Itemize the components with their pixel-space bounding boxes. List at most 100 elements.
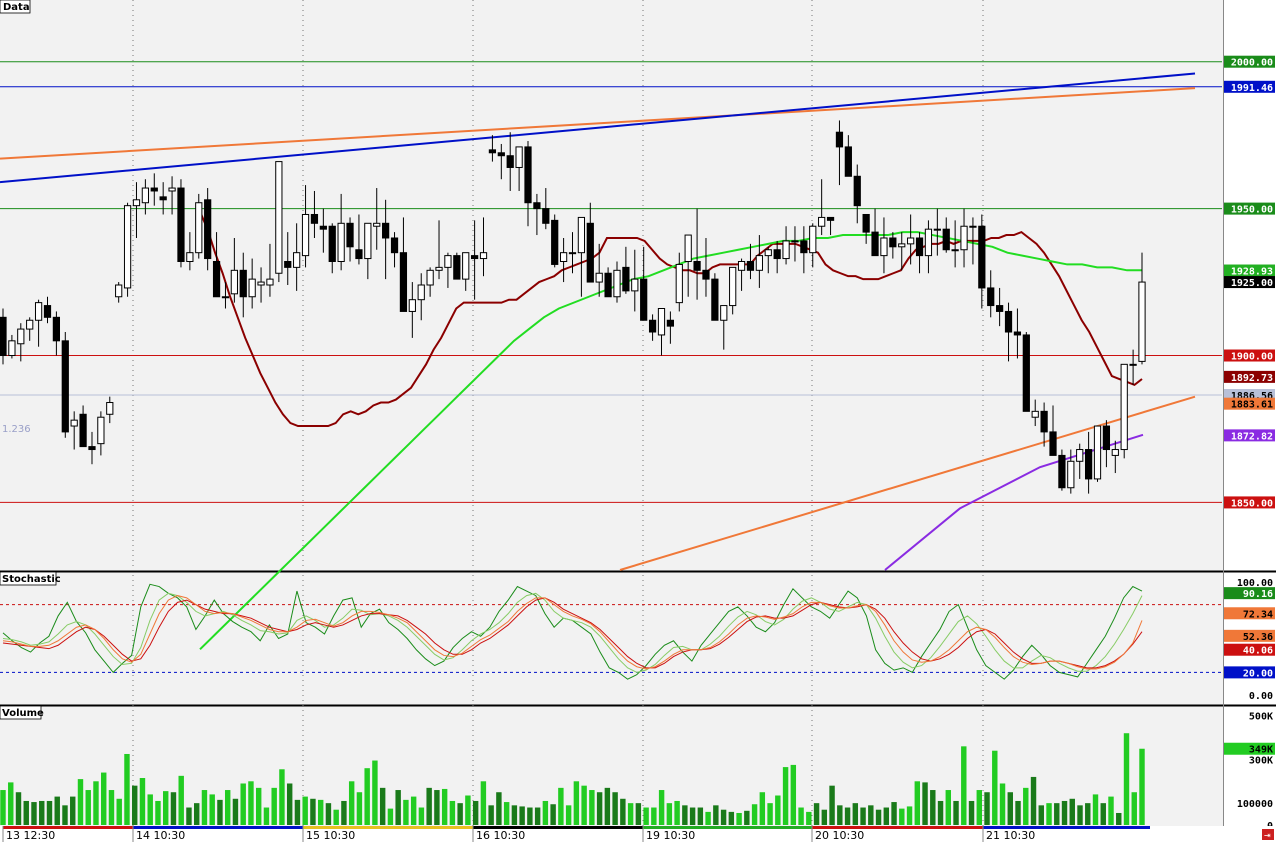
candle-body xyxy=(319,225,327,230)
candle-body xyxy=(293,252,301,268)
volume-bar xyxy=(1139,748,1145,825)
volume-bar xyxy=(426,787,432,825)
volume-bar xyxy=(937,800,944,825)
volume-bar xyxy=(860,807,866,825)
stochastic-axis-label: 40.06 xyxy=(1243,646,1273,657)
volume-bar xyxy=(775,795,781,825)
candle-body xyxy=(61,340,69,433)
volume-bar xyxy=(62,805,68,825)
volume-bar xyxy=(875,809,882,825)
volume-bar xyxy=(782,767,789,825)
candle-body xyxy=(97,416,105,445)
volume-bar xyxy=(627,803,634,825)
price-axis-label: 1991.46 xyxy=(1231,83,1273,94)
candle-body xyxy=(248,278,256,298)
volume-bar xyxy=(54,796,60,825)
price-axis-label: 1872.82 xyxy=(1231,431,1273,442)
price-panel-title: Data xyxy=(3,2,30,13)
candle-body xyxy=(613,269,621,298)
candle-body xyxy=(675,263,683,304)
candle-body xyxy=(284,260,292,268)
volume-panel-title: Volume xyxy=(2,708,44,719)
volume-bar xyxy=(790,764,797,825)
candle-body xyxy=(604,272,612,298)
candle-body xyxy=(328,225,336,262)
volume-bar xyxy=(1108,796,1114,825)
volume-bar xyxy=(1092,794,1099,825)
volume-bar xyxy=(8,782,14,825)
candle-body xyxy=(782,240,790,260)
volume-bar xyxy=(372,760,378,825)
volume-bar xyxy=(23,800,29,825)
candle-body xyxy=(195,202,203,254)
volume-bar xyxy=(550,804,556,825)
volume-bar xyxy=(294,799,301,825)
candle-body xyxy=(631,278,639,292)
volume-series xyxy=(0,733,1145,825)
candle-body xyxy=(942,228,950,251)
candle-body xyxy=(622,266,630,292)
price-axis-label-box xyxy=(1224,370,1275,383)
volume-bar xyxy=(1046,803,1052,825)
candle-body xyxy=(862,213,870,233)
time-axis-label: 19 10:30 xyxy=(646,829,695,842)
candle-body xyxy=(648,319,657,333)
corner-button[interactable] xyxy=(1262,829,1274,840)
volume-bar xyxy=(465,795,471,825)
candle-body xyxy=(693,260,701,271)
candle-body xyxy=(355,249,363,260)
candle-body xyxy=(524,146,532,204)
stochastic-series xyxy=(2,583,1143,680)
price-axis-label-box xyxy=(1224,429,1275,442)
price-axis-label: 1950.00 xyxy=(1231,205,1273,216)
volume-bar xyxy=(565,805,572,825)
candle-body xyxy=(773,249,781,260)
volume-bar xyxy=(589,790,595,825)
volume-bar xyxy=(868,805,874,825)
price-axis-label-box xyxy=(1224,496,1275,509)
volume-bar xyxy=(581,785,587,825)
volume-bar xyxy=(147,794,153,825)
session-segment xyxy=(643,826,812,829)
candle-body xyxy=(1102,425,1111,451)
horizontal-levels xyxy=(0,61,1222,503)
volume-bar xyxy=(1054,803,1060,825)
candle-body xyxy=(0,316,7,357)
candlestick-series[interactable] xyxy=(0,120,1146,494)
candle-body xyxy=(889,237,897,248)
candle-body xyxy=(417,284,425,301)
volume-bar xyxy=(124,753,130,825)
volume-bar xyxy=(333,809,339,825)
candle-body xyxy=(132,199,141,207)
volume-bar xyxy=(542,800,549,825)
candle-body xyxy=(471,255,479,260)
candle-body xyxy=(70,419,78,427)
time-axis-label: 15 10:30 xyxy=(306,829,355,842)
volume-bar xyxy=(767,803,773,825)
volume-bar xyxy=(1069,798,1075,825)
volume-bar xyxy=(341,800,347,825)
candle-body xyxy=(542,208,550,224)
candle-body xyxy=(1138,281,1146,362)
session-segment xyxy=(133,826,303,829)
candle-body xyxy=(1111,449,1119,456)
volume-bar xyxy=(596,792,603,825)
candle-body xyxy=(915,237,924,257)
candle-body xyxy=(212,260,221,298)
volume-bar xyxy=(837,805,843,825)
volume-panel-title-box xyxy=(0,705,42,720)
candle-body xyxy=(364,222,372,260)
volume-bar xyxy=(635,803,642,825)
stochastic-axis-label-box xyxy=(1224,666,1275,679)
volume-bar xyxy=(612,792,618,825)
candle-body xyxy=(382,222,390,239)
volume-bar xyxy=(379,787,386,825)
volume-bar xyxy=(891,802,897,825)
candle-body xyxy=(453,255,461,280)
price-axis-label-box xyxy=(1224,276,1275,289)
candle-body xyxy=(791,240,799,243)
volume-bar xyxy=(472,800,479,825)
price-axis-label-box xyxy=(1224,202,1275,215)
